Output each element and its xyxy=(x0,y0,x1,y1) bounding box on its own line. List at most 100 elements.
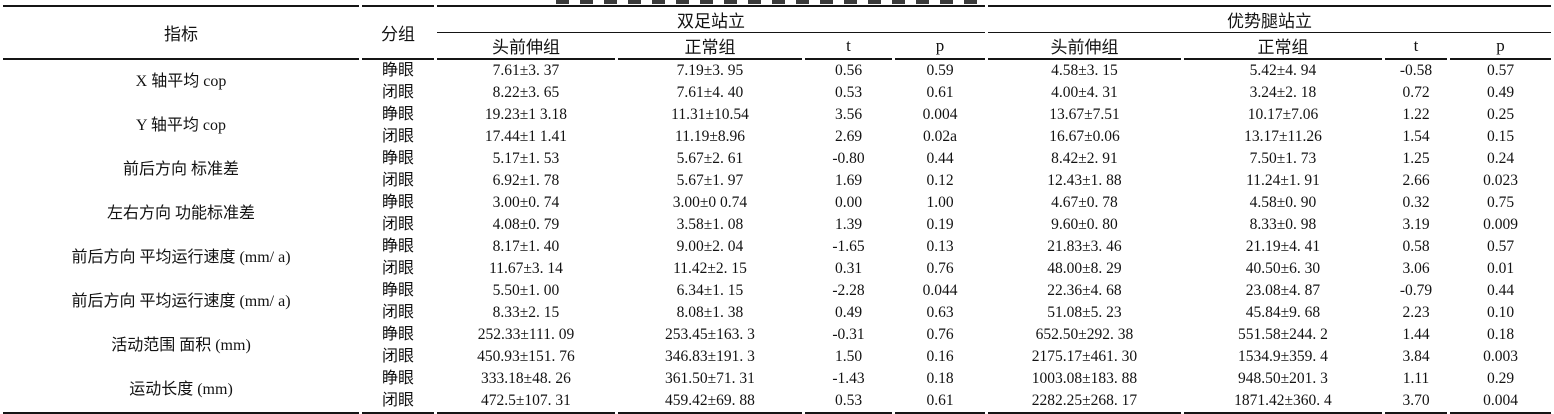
data-cell: 13.17±11.26 xyxy=(1244,128,1322,145)
group-label: 睁眼 xyxy=(381,150,414,167)
data-cell: -0.80 xyxy=(832,150,865,167)
data-cell: 0.15 xyxy=(1486,128,1515,145)
data-cell: 40.50±6. 30 xyxy=(1245,260,1321,277)
group-label: 闭眼 xyxy=(381,216,414,233)
table-row: 前后方向 平均运行速度 (mm/ a) 睁眼 5.50±1. 00 6.34±1. 1… xyxy=(3,280,1551,310)
group-label: 睁眼 xyxy=(381,62,414,79)
data-cell: 2282.25±268. 17 xyxy=(988,390,1181,414)
group-label: 睁眼 xyxy=(381,238,414,255)
data-cell: -2.28 xyxy=(832,282,865,299)
group-label: 睁眼 xyxy=(381,370,414,387)
data-cell: 0.57 xyxy=(1486,62,1515,79)
data-cell: 2.69 xyxy=(834,128,863,145)
group-label: 闭眼 xyxy=(381,128,414,145)
spanner-bipedal-stance: 双足站立 xyxy=(437,5,985,33)
data-cell: 1.50 xyxy=(834,348,863,365)
data-cell: 0.01 xyxy=(1486,260,1515,277)
data-cell: 1534.9±359. 4 xyxy=(1238,348,1328,365)
data-cell: 1.00 xyxy=(926,194,954,211)
data-cell: 0.29 xyxy=(1486,370,1515,387)
data-cell: 1.22 xyxy=(1402,106,1430,123)
indicator-label: 前后方向 平均运行速度 (mm/ a) xyxy=(71,249,291,266)
data-cell: 8.33±2. 15 xyxy=(492,304,560,321)
data-cell: 0.00 xyxy=(834,194,863,211)
data-cell: 0.10 xyxy=(1486,304,1515,321)
data-cell: 45.84±9. 68 xyxy=(1245,304,1321,321)
data-cell: 0.18 xyxy=(1486,326,1515,343)
data-cell: 1003.08±183. 88 xyxy=(1031,370,1138,387)
data-cell: 5.42±4. 94 xyxy=(1249,62,1317,79)
data-cell: 3.56 xyxy=(834,106,863,123)
data-cell: 1871.42±360. 4 xyxy=(1184,390,1382,414)
data-cell: 0.13 xyxy=(926,238,954,255)
data-cell: 6.34±1. 15 xyxy=(676,282,744,299)
data-cell: 0.63 xyxy=(926,304,954,321)
data-cell: 0.02a xyxy=(922,128,957,145)
data-cell: 0.16 xyxy=(926,348,954,365)
data-cell: 0.023 xyxy=(1483,172,1518,189)
data-cell: 3.00±0 0.74 xyxy=(672,194,748,211)
column-header-p: p xyxy=(895,33,985,60)
data-cell: 11.24±1. 91 xyxy=(1246,172,1320,189)
indicator-label: Y 轴平均 cop xyxy=(135,117,227,134)
clipped-caption-fragment xyxy=(556,0,986,4)
data-cell: 10.17±7.06 xyxy=(1247,106,1319,123)
data-cell: 346.83±191. 3 xyxy=(665,348,755,365)
group-label: 睁眼 xyxy=(381,282,414,299)
data-cell: 3.06 xyxy=(1402,260,1430,277)
data-cell: 0.004 xyxy=(922,106,958,123)
data-cell: 0.24 xyxy=(1486,150,1515,167)
data-cell: 9.00±2. 04 xyxy=(676,238,744,255)
data-cell: 1.25 xyxy=(1402,150,1430,167)
group-label: 睁眼 xyxy=(381,106,414,123)
data-cell: 450.93±151. 76 xyxy=(477,348,575,365)
data-cell: 13.67±7.51 xyxy=(1049,106,1120,123)
column-header-normal-group: 正常组 xyxy=(1184,33,1382,60)
data-cell: -0.79 xyxy=(1399,282,1433,299)
data-cell: 6.92±1. 78 xyxy=(492,172,560,189)
data-cell: 551.58±244. 2 xyxy=(1238,326,1328,343)
data-cell: 22.36±4. 68 xyxy=(1047,282,1122,299)
data-cell: 0.12 xyxy=(926,172,954,189)
data-cell: -0.58 xyxy=(1399,62,1433,79)
data-cell: 0.53 xyxy=(834,84,863,101)
table-row: 活动范围 面积 (mm) 睁眼 252.33±111. 09 253.45±163. … xyxy=(3,324,1551,354)
column-header-group: 分组 xyxy=(362,5,434,60)
data-cell: 0.56 xyxy=(834,62,863,79)
indicator-label: 前后方向 标准差 xyxy=(122,161,239,178)
data-cell: 2175.17±461. 30 xyxy=(1031,348,1138,365)
data-cell: 0.44 xyxy=(1486,282,1515,299)
column-header-head-forward-group: 头前伸组 xyxy=(437,33,615,60)
data-cell: 0.57 xyxy=(1486,238,1515,255)
data-cell: 0.72 xyxy=(1402,84,1430,101)
data-cell: -0.31 xyxy=(832,326,865,343)
column-header-t: t xyxy=(805,33,892,60)
column-header-t: t xyxy=(1385,33,1447,60)
data-cell: 7.19±3. 95 xyxy=(676,62,744,79)
table-row: 闭眼 8.22±3. 65 7.61±4. 40 0.53 0.61 4.00±4. 31… xyxy=(3,82,1551,104)
data-cell: 0.19 xyxy=(926,216,954,233)
group-label: 睁眼 xyxy=(381,194,414,211)
data-cell: 23.08±4. 87 xyxy=(1245,282,1321,299)
data-cell: 0.44 xyxy=(926,150,954,167)
data-cell: 361.50±71. 31 xyxy=(665,370,755,387)
data-cell: 2.23 xyxy=(1402,304,1430,321)
table-row: X 轴平均 cop 睁眼 7.61±3. 37 7.19±3. 95 0.56 0.59 4… xyxy=(3,60,1551,90)
group-label: 闭眼 xyxy=(381,172,414,189)
data-cell: 0.61 xyxy=(926,84,954,101)
data-cell: 0.49 xyxy=(834,304,863,321)
table-row: 闭眼 17.44±1 1.41 11.19±8.96 2.69 0.02a 16.67±0… xyxy=(3,126,1551,148)
table-row: 闭眼 6.92±1. 78 5.67±1. 97 1.69 0.12 12.43±1. 8… xyxy=(3,170,1551,192)
data-cell: 253.45±163. 3 xyxy=(665,326,755,343)
indicator-label: 运动长度 (mm) xyxy=(3,368,359,414)
indicator-label: 左右方向 功能标准差 xyxy=(106,205,255,222)
data-cell: 1.44 xyxy=(1402,326,1430,343)
data-cell: 7.61±3. 37 xyxy=(492,62,560,79)
data-cell: 8.17±1. 40 xyxy=(492,238,560,255)
group-label: 闭眼 xyxy=(381,348,414,365)
table-row: 闭眼 472.5±107. 31 459.42±69. 88 0.53 0.61 2282… xyxy=(3,390,1551,414)
data-cell: -1.43 xyxy=(832,370,865,387)
table-body: X 轴平均 cop 睁眼 7.61±3. 37 7.19±3. 95 0.56 0.59 4… xyxy=(3,60,1551,414)
data-cell: 0.59 xyxy=(926,62,954,79)
